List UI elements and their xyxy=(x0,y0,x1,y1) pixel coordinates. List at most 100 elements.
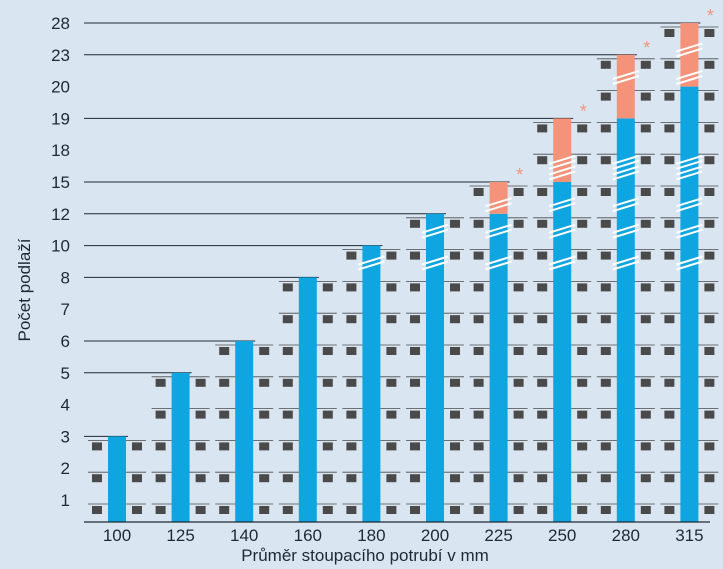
floor-block xyxy=(537,410,548,419)
axis-break-mark xyxy=(548,202,576,213)
floor-block xyxy=(322,442,333,451)
bar-segment-extra xyxy=(680,23,699,87)
floor-block xyxy=(386,378,397,387)
floor-block xyxy=(219,378,230,387)
floor-block xyxy=(410,474,420,483)
floor-block xyxy=(346,442,357,451)
floor-block xyxy=(132,474,142,483)
floor-block xyxy=(537,219,548,228)
floor-block xyxy=(664,410,675,419)
floor-block xyxy=(640,474,651,483)
floor-block xyxy=(640,283,651,292)
axis-break-mark xyxy=(612,197,640,208)
axis-break-mark xyxy=(612,223,640,234)
floor-block xyxy=(577,251,588,260)
bar-segment-base xyxy=(680,86,699,522)
axis-break-mark xyxy=(676,70,703,80)
floor-block xyxy=(195,378,206,387)
floor-block xyxy=(704,506,715,514)
floor-block xyxy=(92,506,102,514)
floor-block xyxy=(132,442,142,451)
floor-block xyxy=(513,474,524,483)
axis-break-mark xyxy=(612,154,640,165)
axis-break-mark xyxy=(676,165,703,176)
floor-block xyxy=(704,60,715,69)
y-tick-label: 6 xyxy=(61,332,70,351)
floor-block xyxy=(513,442,524,451)
axis-break-mark xyxy=(421,255,449,266)
floor-block xyxy=(282,378,293,387)
floor-block xyxy=(513,219,524,228)
y-tick-label: 1 xyxy=(61,491,70,510)
floor-block xyxy=(513,347,524,355)
floor-block xyxy=(473,251,484,260)
floor-block xyxy=(664,124,675,133)
annotation-star: * xyxy=(707,6,714,26)
x-tick-label: 180 xyxy=(357,526,385,545)
floor-block xyxy=(346,410,357,419)
floor-block xyxy=(664,506,675,514)
floor-block xyxy=(600,60,611,69)
axis-break-mark xyxy=(676,75,703,85)
floor-block xyxy=(473,315,484,324)
floor-block xyxy=(386,347,397,355)
floor-block xyxy=(219,506,230,514)
floor-block xyxy=(155,506,166,514)
floor-block xyxy=(600,474,611,483)
floor-block xyxy=(155,474,166,483)
axis-break-mark xyxy=(548,159,576,170)
floor-block xyxy=(346,506,357,514)
x-axis-title: Průměr stoupacího potrubí v mm xyxy=(241,546,489,565)
floor-block xyxy=(219,474,230,483)
floor-block xyxy=(450,283,460,292)
axis-break-mark xyxy=(548,165,576,176)
floor-block xyxy=(513,410,524,419)
axis-break-mark xyxy=(676,223,703,234)
floor-block xyxy=(600,251,611,260)
bar-segment-base xyxy=(426,213,444,523)
floor-block xyxy=(473,442,484,451)
y-tick-label: 3 xyxy=(61,427,70,446)
axis-break-mark xyxy=(358,255,385,266)
y-tick-label: 28 xyxy=(51,14,70,33)
floor-block xyxy=(513,378,524,387)
floor-block xyxy=(259,347,270,355)
bars-layer xyxy=(108,23,699,523)
floor-block xyxy=(410,378,420,387)
floor-block xyxy=(640,188,651,196)
floor-block xyxy=(410,315,420,324)
axis-break-mark xyxy=(676,42,703,53)
floor-block xyxy=(640,442,651,451)
bar-segment-base xyxy=(616,118,635,523)
floor-block xyxy=(219,410,230,419)
floor-block xyxy=(322,315,333,324)
floor-block xyxy=(704,315,715,324)
floor-block xyxy=(600,410,611,419)
y-tick-label: 10 xyxy=(51,237,70,256)
floor-block xyxy=(473,219,484,228)
floor-block xyxy=(600,347,611,355)
floor-block xyxy=(640,124,651,133)
floor-block xyxy=(322,410,333,419)
floor-block xyxy=(155,442,166,451)
axis-break-mark xyxy=(485,197,512,208)
floor-block xyxy=(577,410,588,419)
x-tick-label: 315 xyxy=(675,526,703,545)
floor-block xyxy=(600,124,611,133)
floor-block xyxy=(450,378,460,387)
axis-break-mark xyxy=(548,154,576,165)
floor-block xyxy=(450,347,460,355)
floor-block xyxy=(537,283,548,292)
floor-block xyxy=(322,474,333,483)
axis-break-mark xyxy=(548,170,576,181)
axis-break-mark xyxy=(676,197,703,208)
floor-block xyxy=(704,124,715,133)
axis-break-mark xyxy=(485,228,512,239)
x-tick-label: 160 xyxy=(294,526,322,545)
floor-block xyxy=(640,251,651,260)
floor-block xyxy=(322,506,333,514)
axis-break-mark xyxy=(612,70,640,80)
y-tick-label: 20 xyxy=(51,78,70,97)
floor-block xyxy=(346,283,357,292)
floor-block xyxy=(664,156,675,165)
